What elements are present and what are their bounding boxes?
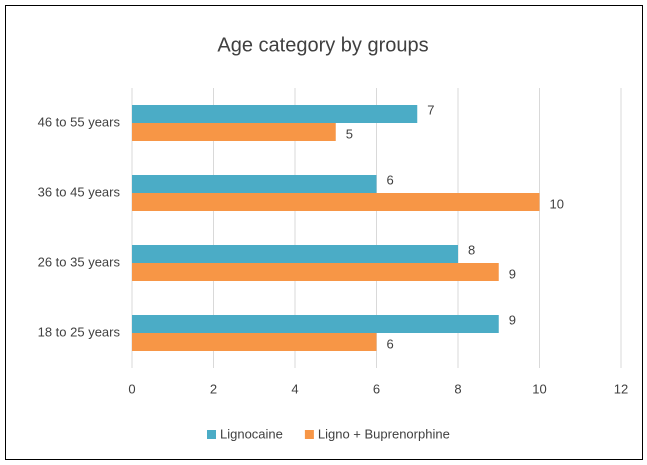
x-tick-label: 2: [210, 381, 217, 396]
data-label: 7: [427, 102, 434, 117]
x-tick-label: 8: [454, 381, 461, 396]
legend-label: Ligno + Buprenorphine: [318, 426, 450, 441]
data-label: 9: [509, 266, 516, 281]
legend-swatch: [304, 430, 314, 439]
bar: [132, 175, 377, 193]
bar: [132, 123, 336, 141]
data-label: 10: [550, 196, 564, 211]
bar: [132, 105, 418, 123]
data-label: 8: [468, 242, 475, 257]
bar: [132, 315, 499, 333]
bar: [132, 263, 499, 281]
bar: [132, 193, 540, 211]
bar: [132, 245, 458, 263]
bar: [132, 333, 377, 351]
legend-label: Lignocaine: [220, 426, 283, 441]
y-tick-label: 26 to 35 years: [38, 254, 121, 269]
data-label: 6: [387, 336, 394, 351]
x-tick-label: 12: [614, 381, 628, 396]
chart-title: Age category by groups: [217, 34, 428, 56]
y-tick-label: 36 to 45 years: [38, 184, 121, 199]
legend-swatch: [207, 430, 216, 439]
x-tick-label: 0: [128, 381, 135, 396]
y-tick-label: 18 to 25 years: [38, 324, 121, 339]
y-tick-label: 46 to 55 years: [38, 114, 121, 129]
x-tick-label: 10: [532, 381, 546, 396]
x-tick-label: 4: [291, 381, 298, 396]
data-label: 6: [387, 172, 394, 187]
chart-border: [5, 5, 643, 460]
data-label: 5: [346, 126, 353, 141]
x-tick-label: 6: [373, 381, 380, 396]
data-label: 9: [509, 312, 516, 327]
